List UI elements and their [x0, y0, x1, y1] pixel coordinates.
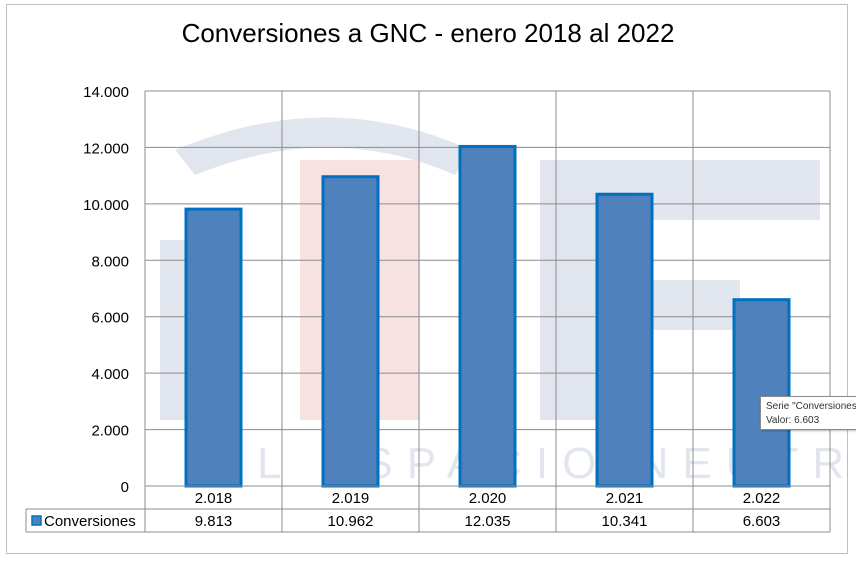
legend-series-name: Conversiones [44, 513, 136, 530]
data-table: 2.018 2.019 2.020 2.021 2.022 9.813 10.962 12.0… [25, 485, 831, 533]
legend-swatch [31, 515, 42, 526]
x-tick-label: 2.020 [469, 490, 507, 507]
bar [595, 192, 654, 488]
x-tick-label: 2.022 [743, 490, 781, 507]
data-value-label: 10.341 [602, 513, 648, 530]
y-tick-label: 2.000 [91, 423, 129, 440]
data-value-label: 10.962 [328, 513, 374, 530]
y-tick-label: 0 [121, 479, 129, 496]
watermark-arc [175, 117, 470, 175]
bar [458, 144, 517, 488]
y-tick-label: 12.000 [83, 140, 129, 157]
chart-frame [6, 4, 848, 554]
y-tick-label: 6.000 [91, 310, 129, 327]
y-tick-label: 14.000 [83, 84, 129, 101]
y-tick-label: 10.000 [83, 197, 129, 214]
x-tick-label: 2.018 [195, 490, 233, 507]
tooltip-value-line: Valor: 6.603 [766, 415, 820, 426]
x-tick-label: 2.021 [606, 490, 644, 507]
y-tick-label: 4.000 [91, 366, 129, 383]
x-tick-label: 2.019 [332, 490, 370, 507]
watermark-letter-f-top [540, 160, 820, 220]
bar [732, 298, 791, 488]
series-tooltip: Serie "Conversiones" Valor: 6.603 [760, 396, 856, 430]
y-tick-label: 8.000 [91, 253, 129, 270]
y-axis: 0 2.000 4.000 6.000 8.000 10.000 12.000 14.000 [83, 84, 129, 496]
bar [184, 207, 243, 488]
data-value-label: 12.035 [465, 513, 511, 530]
data-value-label: 9.813 [195, 513, 233, 530]
chart-title: Conversiones a GNC - enero 2018 al 2022 [181, 18, 675, 48]
tooltip-series-line: Serie "Conversiones" [766, 401, 856, 412]
bars [184, 144, 791, 488]
bar [321, 175, 380, 488]
data-value-label: 6.603 [743, 513, 781, 530]
